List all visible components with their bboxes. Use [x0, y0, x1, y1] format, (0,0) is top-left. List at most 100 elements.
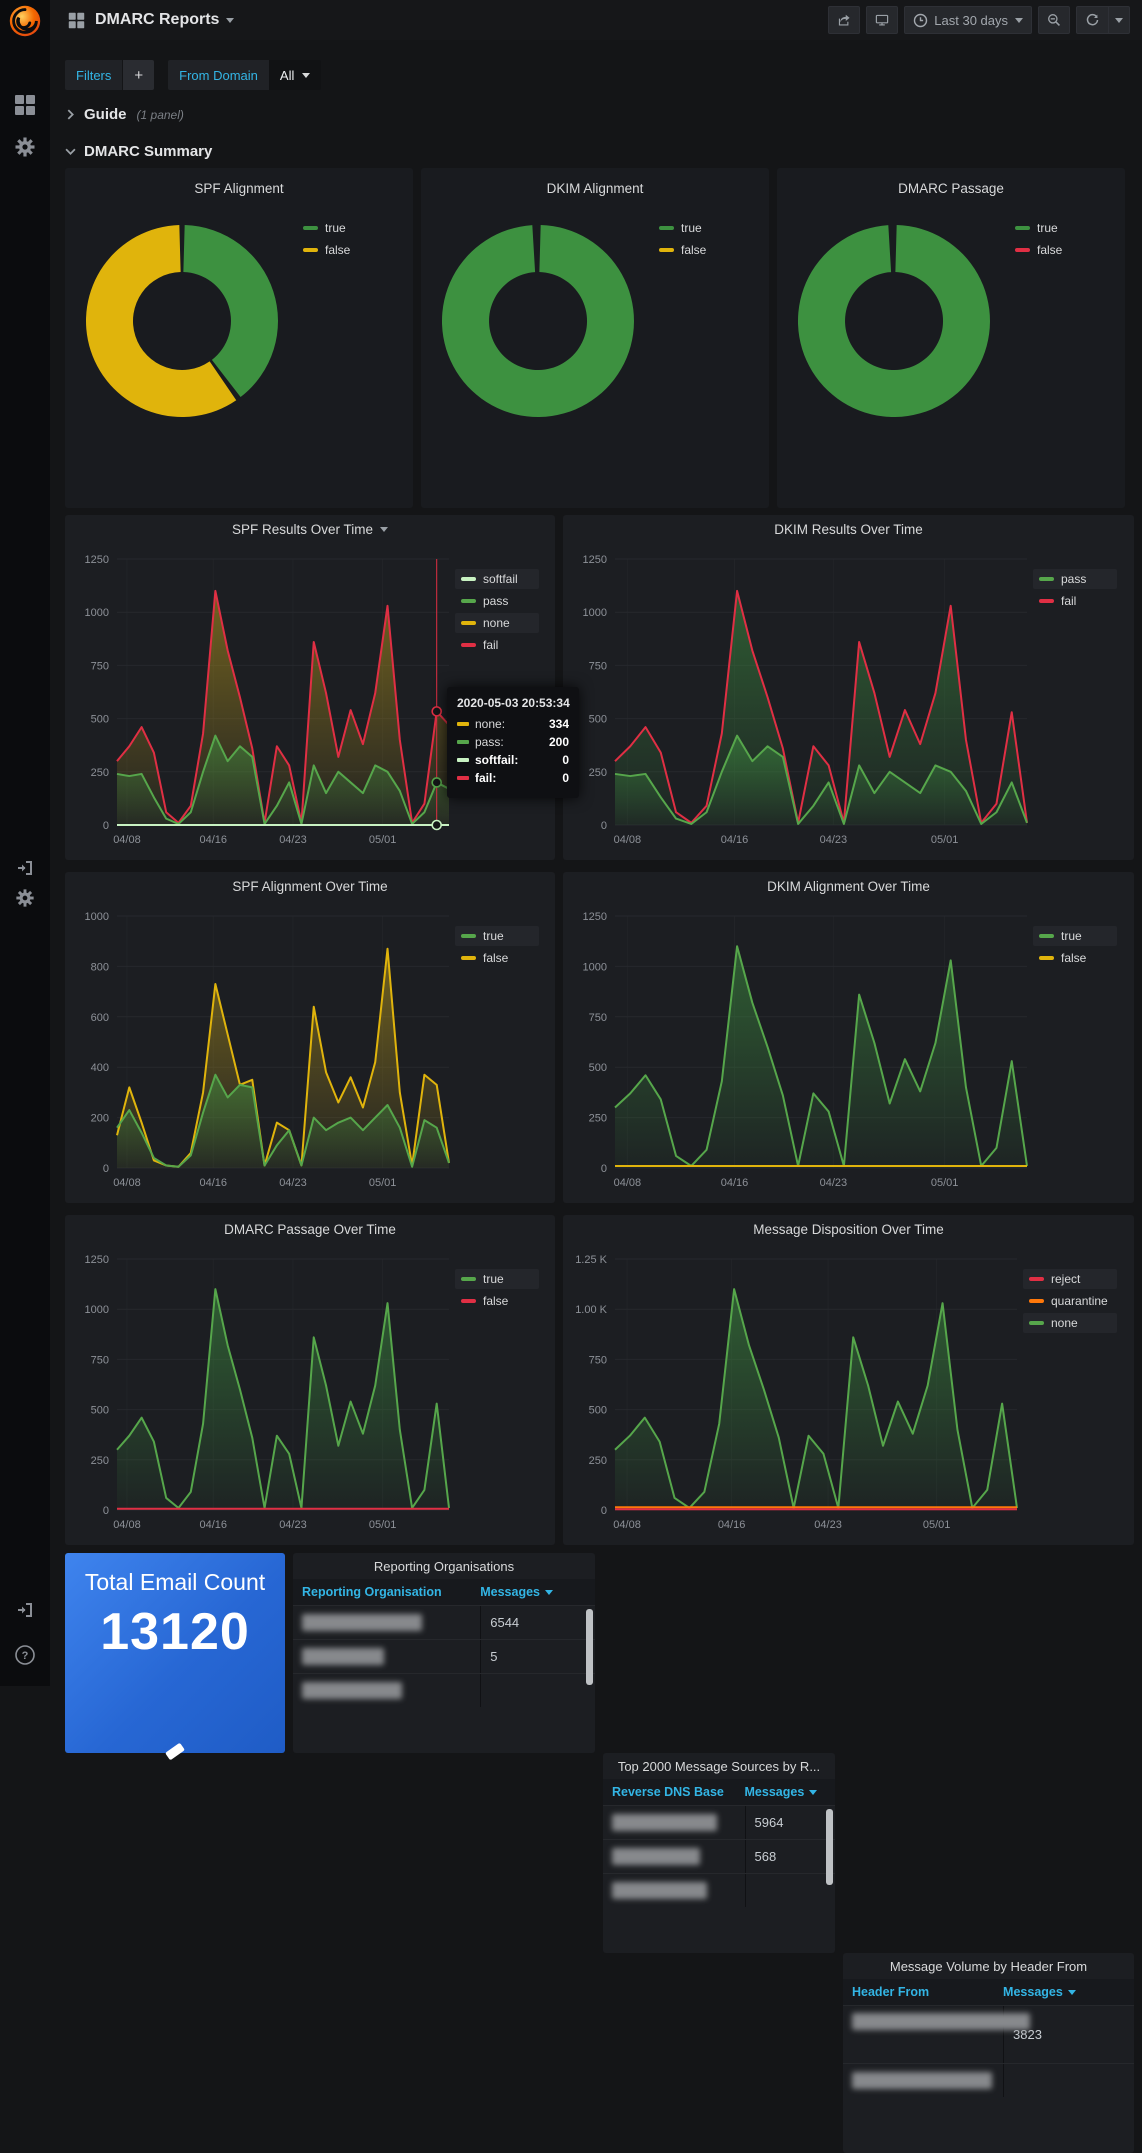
legend-item-reject[interactable]: reject: [1023, 1269, 1117, 1289]
panel-title[interactable]: Message Disposition Over Time: [753, 1221, 944, 1237]
dkim-alignment-donut-chart[interactable]: [433, 216, 643, 426]
message-disposition-chart[interactable]: 1.25 K 1.00 K 750 500 250 0 04/08 04/16 04/23 05/…: [571, 1243, 1023, 1536]
legend-item-pass[interactable]: pass: [455, 591, 539, 611]
table-row[interactable]: [293, 1673, 595, 1707]
tooltip-label: fail:: [475, 771, 497, 785]
column-header[interactable]: Reporting Organisation: [302, 1585, 442, 1599]
settings-gear-icon[interactable]: [0, 136, 50, 158]
donut-slice-true[interactable]: [797, 225, 990, 418]
summary-row-toggle[interactable]: DMARC Summary: [65, 143, 212, 160]
refresh-button[interactable]: [1076, 6, 1108, 34]
legend-item-none[interactable]: none: [455, 613, 539, 633]
panel-title[interactable]: SPF Alignment: [194, 180, 284, 196]
legend-item-false[interactable]: false: [1015, 242, 1062, 258]
refresh-interval-dropdown[interactable]: [1108, 6, 1130, 34]
messages-cell: 6544: [480, 1606, 595, 1639]
svg-text:04/08: 04/08: [113, 1177, 141, 1189]
help-icon[interactable]: ?: [0, 1644, 50, 1666]
legend-item-false[interactable]: false: [455, 948, 539, 968]
column-header-sorted[interactable]: Messages: [1003, 1985, 1134, 1999]
svg-text:0: 0: [103, 1163, 109, 1175]
column-header[interactable]: Header From: [852, 1985, 930, 1999]
table-row[interactable]: [843, 2063, 1134, 2097]
panel-menu-caret-icon[interactable]: [380, 526, 389, 532]
legend-item-softfail[interactable]: softfail: [455, 569, 539, 589]
donut-slice-true[interactable]: [441, 225, 634, 418]
legend-item-fail[interactable]: fail: [1033, 591, 1117, 611]
table-row[interactable]: 5964: [603, 1805, 835, 1839]
legend-item-true[interactable]: true: [1033, 926, 1117, 946]
legend-dash-icon: [1015, 248, 1030, 252]
dashboard-title-caret-icon[interactable]: [226, 17, 235, 23]
share-button[interactable]: [828, 6, 861, 34]
spf-alignment-time-chart[interactable]: 1000 800 600 400 200 0 04/08 04/16 04/23 05/01: [73, 900, 455, 1194]
panel-title[interactable]: DKIM Results Over Time: [774, 521, 923, 537]
add-filter-button[interactable]: +: [122, 60, 155, 90]
legend-label: pass: [483, 594, 509, 608]
panel-title[interactable]: DKIM Alignment Over Time: [767, 878, 930, 894]
svg-text:500: 500: [91, 1405, 109, 1417]
panel-title[interactable]: DMARC Passage Over Time: [224, 1221, 396, 1237]
svg-text:04/08: 04/08: [614, 834, 642, 846]
filters-label[interactable]: Filters: [65, 60, 123, 90]
legend-item-pass[interactable]: pass: [1033, 569, 1117, 589]
table-row[interactable]: 5: [293, 1639, 595, 1673]
dmarc-passage-time-chart[interactable]: 1250 1000 750 500 250 0 04/08 04/16 04/23 05/01: [73, 1243, 455, 1536]
panel-title[interactable]: Message Volume by Header From: [889, 1958, 1088, 1974]
zoom-out-button[interactable]: [1038, 6, 1070, 34]
guide-row-toggle[interactable]: Guide (1 panel): [65, 106, 184, 123]
server-admin-gear-icon[interactable]: [0, 888, 50, 908]
spf-results-chart[interactable]: 1250 1000 750 500 250 0 04/08 04/16 04/23 05/01: [73, 543, 455, 851]
panel-title[interactable]: DKIM Alignment: [546, 180, 644, 196]
legend-item-true[interactable]: true: [455, 926, 539, 946]
donut-slice-true[interactable]: [183, 225, 278, 398]
dkim-results-chart[interactable]: 1250 1000 750 500 250 0 04/08 04/16 04/23 05/01: [571, 543, 1033, 851]
sign-in-icon[interactable]: [0, 858, 50, 878]
from-domain-select[interactable]: All: [268, 60, 322, 90]
legend-label: false: [681, 243, 707, 257]
redacted-cell: [603, 1848, 745, 1865]
table-row[interactable]: 6544: [293, 1605, 595, 1639]
panel-title[interactable]: Reporting Organisations: [373, 1558, 515, 1574]
spf-alignment-donut-chart[interactable]: [77, 216, 287, 426]
legend-item-none[interactable]: none: [1023, 1313, 1117, 1333]
dashboard-title[interactable]: DMARC Reports: [95, 11, 220, 28]
legend-item-true[interactable]: true: [455, 1269, 539, 1289]
column-header-sorted[interactable]: Messages: [480, 1585, 595, 1599]
from-domain-label[interactable]: From Domain: [168, 60, 269, 90]
legend-item-fail[interactable]: fail: [455, 635, 539, 655]
time-range-button[interactable]: Last 30 days: [904, 6, 1032, 34]
legend-item-false[interactable]: false: [303, 242, 350, 258]
legend-item-true[interactable]: true: [1015, 220, 1062, 236]
dkim-alignment-time-chart[interactable]: 1250 1000 750 500 250 0 04/08 04/16 04/23 05/01: [571, 900, 1033, 1194]
dmarc-passage-donut-chart[interactable]: [789, 216, 999, 426]
panel-title[interactable]: DMARC Passage: [898, 180, 1004, 196]
table-scrollbar[interactable]: [826, 1809, 833, 1885]
legend-item-false[interactable]: false: [1033, 948, 1117, 968]
legend-item-true[interactable]: true: [659, 220, 706, 236]
redacted-cell: [603, 1882, 745, 1899]
table-row[interactable]: 568: [603, 1839, 835, 1873]
refresh-icon: [1086, 13, 1099, 26]
dashboard-grid-icon[interactable]: [68, 12, 85, 29]
login-icon[interactable]: [0, 1600, 50, 1620]
cycle-view-button[interactable]: [866, 6, 899, 34]
donut-slice-false[interactable]: [85, 225, 237, 418]
table-scrollbar[interactable]: [586, 1609, 593, 1685]
redacted-text: [612, 1882, 707, 1899]
column-header-sorted[interactable]: Messages: [745, 1785, 835, 1799]
column-header[interactable]: Reverse DNS Base: [612, 1785, 724, 1799]
svg-text:1000: 1000: [85, 607, 109, 619]
legend-item-true[interactable]: true: [303, 220, 350, 236]
table-row[interactable]: [603, 1873, 835, 1907]
panel-title[interactable]: Top 2000 Message Sources by R...: [617, 1758, 821, 1774]
panel-title[interactable]: SPF Results Over Time: [231, 521, 374, 537]
from-domain-control: From Domain All: [168, 60, 322, 90]
legend-item-quarantine[interactable]: quarantine: [1023, 1291, 1117, 1311]
legend-item-false[interactable]: false: [455, 1291, 539, 1311]
panel-title[interactable]: SPF Alignment Over Time: [232, 878, 388, 894]
dashboards-icon[interactable]: [0, 94, 50, 116]
grafana-logo[interactable]: [0, 2, 50, 40]
legend-item-false[interactable]: false: [659, 242, 706, 258]
table-row[interactable]: 3823: [843, 2005, 1134, 2063]
